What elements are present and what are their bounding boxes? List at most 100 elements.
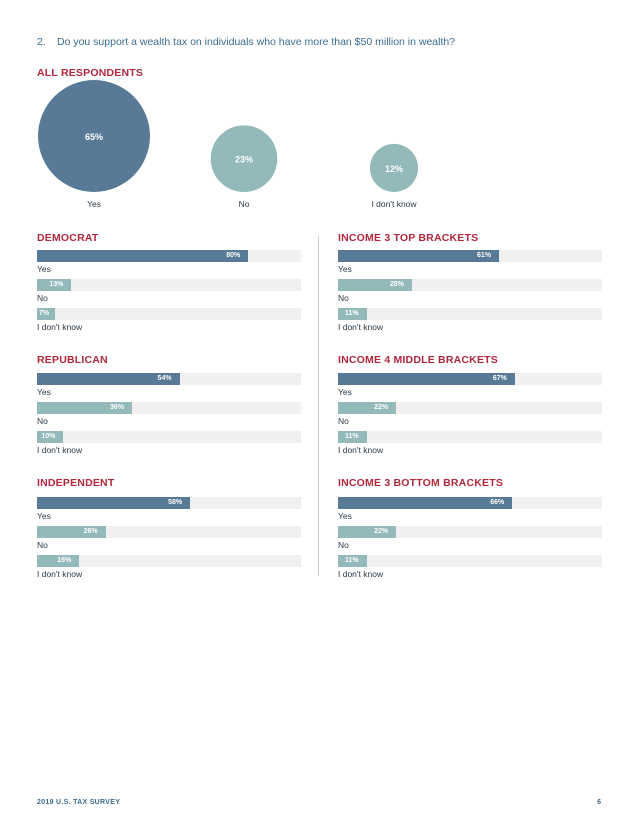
bar-label-yes: Yes <box>338 511 352 521</box>
bar-row-no: 36% No <box>37 402 301 431</box>
bar-label-idk: I don't know <box>338 322 384 332</box>
bar-yes <box>37 497 191 509</box>
bar-row-yes: 61% Yes <box>338 250 602 279</box>
bar-track-no <box>37 279 301 291</box>
bar-chart-income-middle: 67% Yes 22% No 11% I don't know <box>338 373 602 460</box>
bar-idk <box>338 308 368 320</box>
bubble-label-no: No <box>239 199 250 209</box>
bar-value-yes: 67% <box>492 375 507 382</box>
bubble-value-yes: 65% <box>85 132 103 142</box>
bar-yes <box>338 497 513 509</box>
bar-yes <box>338 250 500 262</box>
bar-row-no: 28% No <box>338 279 602 308</box>
chart-title-income-middle: INCOME 4 MIDDLE BRACKETS <box>338 354 498 366</box>
bar-idk <box>338 431 368 443</box>
bar-label-no: No <box>338 293 349 303</box>
bar-no <box>37 279 72 291</box>
bar-row-yes: 67% Yes <box>338 373 602 402</box>
bar-label-yes: Yes <box>37 387 51 397</box>
bar-label-no: No <box>37 416 48 426</box>
bar-row-yes: 80% Yes <box>37 250 301 279</box>
bar-label-idk: I don't know <box>37 322 83 332</box>
bar-value-yes: 66% <box>490 499 505 506</box>
bar-yes <box>37 250 249 262</box>
bar-track-yes <box>37 373 301 385</box>
bar-row-idk: 11% I don't know <box>338 555 602 584</box>
bar-value-no: 26% <box>83 528 98 535</box>
bar-track-idk <box>338 308 602 320</box>
bar-track-no <box>37 526 301 538</box>
bar-row-idk: 7% I don't know <box>37 308 301 337</box>
bar-yes <box>37 373 180 385</box>
bar-row-no: 22% No <box>338 402 602 431</box>
bar-value-yes: 54% <box>157 375 172 382</box>
bar-value-idk: 11% <box>345 310 359 317</box>
bar-idk <box>37 431 64 443</box>
bar-value-idk: 16% <box>57 557 72 564</box>
chart-title-democrat: DEMOCRAT <box>37 232 99 244</box>
bar-label-idk: I don't know <box>37 569 83 579</box>
bar-label-yes: Yes <box>338 264 352 274</box>
bar-track-yes <box>37 250 301 262</box>
chart-title-republican: REPUBLICAN <box>37 354 108 366</box>
bar-chart-democrat: 80% Yes 13% No 7% I don't know <box>37 250 301 337</box>
bar-track-yes <box>338 373 602 385</box>
bar-row-no: 26% No <box>37 526 301 555</box>
bar-row-no: 13% No <box>37 279 301 308</box>
bar-value-no: 22% <box>374 528 389 535</box>
bar-chart-income-top: 61% Yes 28% No 11% I don't know <box>338 250 602 337</box>
bar-track-idk <box>37 308 301 320</box>
bar-track-no <box>338 279 602 291</box>
bar-label-yes: Yes <box>37 511 51 521</box>
bar-value-idk: 10% <box>41 433 56 440</box>
bar-track-yes <box>338 497 602 509</box>
bar-label-idk: I don't know <box>338 445 384 455</box>
bar-label-idk: I don't know <box>338 569 384 579</box>
bar-track-idk <box>338 431 602 443</box>
bubble-value-idk: 12% <box>385 164 403 174</box>
bar-no <box>338 279 412 291</box>
bar-label-yes: Yes <box>37 264 51 274</box>
bar-row-idk: 11% I don't know <box>338 431 602 460</box>
chart-title-all-respondents: ALL RESPONDENTS <box>37 67 144 79</box>
bar-value-yes: 58% <box>168 499 183 506</box>
bar-value-no: 36% <box>110 404 125 411</box>
bar-track-no <box>37 402 301 414</box>
bar-chart-independent: 58% Yes 26% No 16% I don't know <box>37 497 301 584</box>
bubble-chart-all-respondents: 65% Yes 23% No 12% I don't know <box>38 80 419 209</box>
bar-no <box>37 526 106 538</box>
column-divider <box>318 236 319 576</box>
bar-row-idk: 10% I don't know <box>37 431 301 460</box>
question-text: 2. Do you support a wealth tax on individ… <box>37 36 455 48</box>
bar-row-yes: 54% Yes <box>37 373 301 402</box>
bubble-label-yes: Yes <box>87 199 101 209</box>
bar-track-idk <box>37 555 301 567</box>
bar-label-no: No <box>338 416 349 426</box>
bar-value-idk: 7% <box>39 310 50 317</box>
bar-value-no: 28% <box>389 281 404 288</box>
footer-title: 2019 U.S. TAX SURVEY <box>37 799 121 806</box>
page-number: 6 <box>597 799 601 806</box>
bar-value-yes: 80% <box>226 252 241 259</box>
bar-yes <box>338 373 515 385</box>
bubble-value-no: 23% <box>235 155 253 165</box>
bar-track-yes <box>37 497 301 509</box>
bar-track-no <box>338 402 602 414</box>
chart-title-income-bottom: INCOME 3 BOTTOM BRACKETS <box>338 477 504 489</box>
bar-row-no: 22% No <box>338 526 602 555</box>
chart-title-income-top: INCOME 3 TOP BRACKETS <box>338 232 479 244</box>
bar-no <box>338 526 397 538</box>
question-body: Do you support a wealth tax on individua… <box>57 36 456 48</box>
bar-idk <box>37 308 56 320</box>
bar-track-idk <box>338 555 602 567</box>
bar-value-idk: 11% <box>345 557 359 564</box>
bubble-label-idk: I don't know <box>371 199 417 209</box>
bar-row-idk: 11% I don't know <box>338 308 602 337</box>
bar-chart-income-bottom: 66% Yes 22% No 11% I don't know <box>338 497 602 584</box>
bar-row-idk: 16% I don't know <box>37 555 301 584</box>
bar-row-yes: 66% Yes <box>338 497 602 526</box>
bar-value-no: 22% <box>374 404 389 411</box>
bar-idk <box>37 555 80 567</box>
bubble-yes <box>38 80 150 192</box>
bar-idk <box>338 555 368 567</box>
